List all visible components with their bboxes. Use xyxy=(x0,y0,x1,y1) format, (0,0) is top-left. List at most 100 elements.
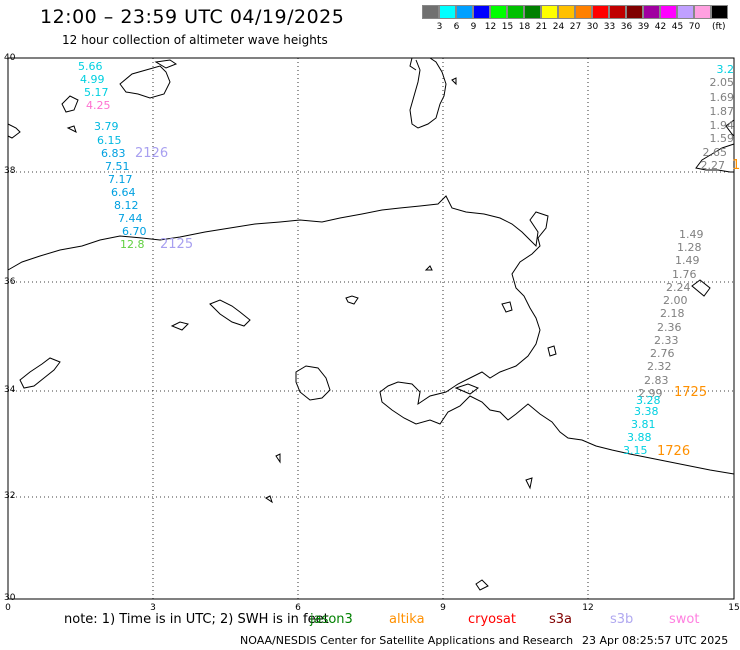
legend-label: 3 xyxy=(436,22,443,32)
island xyxy=(525,477,533,490)
wave-height-label: 6.15 xyxy=(97,134,122,147)
wave-height-label: 7.17 xyxy=(108,173,133,186)
sicily-coastline xyxy=(695,143,735,173)
wave-height-label: 3.2 xyxy=(717,63,735,76)
wave-height-label: 3.15 xyxy=(623,444,648,457)
credit-line: NOAA/NESDIS Center for Satellite Applica… xyxy=(240,634,574,647)
west-track-time-tags: 2126 2125 xyxy=(135,146,193,252)
legend-label: 33 xyxy=(603,22,616,32)
satellite-label-swot: swot xyxy=(669,612,700,627)
color-legend: 3 6 9 12 15 18 21 24 27 30 33 36 39 42 45 70 xyxy=(422,5,728,35)
legend-label: 6 xyxy=(453,22,460,32)
italy-coastline xyxy=(725,119,735,137)
y-tick-label: 40 xyxy=(4,53,16,63)
time-tag-label: 1725 xyxy=(674,385,707,400)
footer-note: note: 1) Time is in UTC; 2) SWH is in fe… xyxy=(64,612,329,627)
legend-swatch xyxy=(507,5,524,19)
wave-height-label: 2.18 xyxy=(660,307,685,320)
wave-height-label: 2.65 xyxy=(703,146,728,159)
wave-height-label: 2.33 xyxy=(654,334,679,347)
island xyxy=(170,321,189,331)
legend-unit: (ft) xyxy=(712,22,726,32)
legend-swatch xyxy=(592,5,609,19)
time-tag-label: 2126 xyxy=(135,146,168,161)
legend-label: 27 xyxy=(569,22,582,32)
wave-height-label: 1.69 xyxy=(710,91,735,104)
satellite-label-cryosat: cryosat xyxy=(468,612,516,627)
island xyxy=(691,279,711,297)
east-track-time-tags: 1725 1726 xyxy=(657,385,707,459)
legend-swatch xyxy=(558,5,575,19)
time-tag-label: 2125 xyxy=(160,237,193,252)
wave-height-label: 3.28 xyxy=(636,394,661,407)
satellite-label-jason3: jason3 xyxy=(310,612,353,627)
northeast-altimeter-track: 3.22.05 1.691.871.941.592.652.27 xyxy=(701,63,735,172)
legend-swatch xyxy=(541,5,558,19)
wave-height-label: 2.76 xyxy=(650,347,675,360)
x-tick-label: 6 xyxy=(295,603,301,613)
x-tick-label: 12 xyxy=(582,603,593,613)
legend-swatch xyxy=(643,5,660,19)
wave-height-label: 8.12 xyxy=(114,199,139,212)
x-tick-label: 3 xyxy=(150,603,156,613)
satellite-label-s3a: s3a xyxy=(549,612,573,627)
island xyxy=(501,301,513,313)
y-axis-labels: 40 38 36 34 32 30 xyxy=(4,53,16,603)
y-tick-label: 34 xyxy=(4,385,16,395)
x-tick-label: 9 xyxy=(440,603,446,613)
corsica-coastline xyxy=(409,57,417,71)
island xyxy=(451,77,457,86)
wave-height-label: 2.27 xyxy=(701,159,726,172)
y-tick-label: 36 xyxy=(4,277,16,287)
menorca-coastline xyxy=(154,59,178,69)
spain-coastline xyxy=(7,123,21,139)
island xyxy=(209,299,251,327)
wave-height-label: 1.59 xyxy=(710,132,735,145)
legend-label: 39 xyxy=(637,22,650,32)
west-altimeter-track: 5.664.995.174.25 3.796.156.837.517.176.64… xyxy=(78,60,147,251)
map-frame xyxy=(7,57,735,600)
wave-height-label: 1.94 xyxy=(710,119,735,132)
page-title: 12:00 – 23:59 UTC 04/19/2025 xyxy=(40,6,345,28)
wave-height-label: 5.17 xyxy=(84,86,109,99)
legend-swatch xyxy=(660,5,677,19)
island xyxy=(345,295,359,305)
wave-height-label: 2.24 xyxy=(666,281,691,294)
island xyxy=(424,265,433,271)
legend-swatch xyxy=(473,5,490,19)
satellite-label-altika: altika xyxy=(389,612,425,627)
y-tick-label: 30 xyxy=(4,593,16,603)
wave-height-label: 1.28 xyxy=(677,241,702,254)
wave-height-label: 5.66 xyxy=(78,60,103,73)
wave-height-label: 1.49 xyxy=(675,254,700,267)
legend-label: 9 xyxy=(470,22,477,32)
x-tick-label: 0 xyxy=(5,603,11,613)
wave-height-label: 4.25 xyxy=(86,99,111,112)
wave-height-label: 7.44 xyxy=(118,212,143,225)
wave-height-label: 3.81 xyxy=(631,418,656,431)
island xyxy=(454,383,480,395)
legend-swatch xyxy=(626,5,643,19)
wave-height-label: 12.8 xyxy=(120,238,145,251)
legend-swatch xyxy=(524,5,541,19)
wave-height-label: 1.87 xyxy=(710,105,735,118)
island xyxy=(475,579,489,591)
wave-height-label: 2.99 xyxy=(638,387,663,400)
generated-timestamp: 23 Apr 08:25:57 UTC 2025 xyxy=(582,634,729,647)
legend-label: 30 xyxy=(586,22,599,32)
legend-swatch xyxy=(456,5,473,19)
legend-label: 21 xyxy=(535,22,548,32)
ibiza-coastline xyxy=(61,95,79,113)
coastlines xyxy=(7,57,735,591)
wave-height-label: 2.36 xyxy=(657,321,682,334)
east-altimeter-track: 1.491.281.491.762.242.002.182.362.332.76… xyxy=(623,228,704,457)
island xyxy=(295,365,331,401)
wave-height-label: 6.70 xyxy=(122,225,147,238)
mallorca-coastline xyxy=(119,65,171,99)
wave-height-label: 2.32 xyxy=(647,360,672,373)
legend-swatch xyxy=(439,5,456,19)
wave-height-label: 2.00 xyxy=(663,294,688,307)
legend-swatch xyxy=(694,5,711,19)
legend-label: 18 xyxy=(518,22,531,32)
island xyxy=(19,357,61,389)
